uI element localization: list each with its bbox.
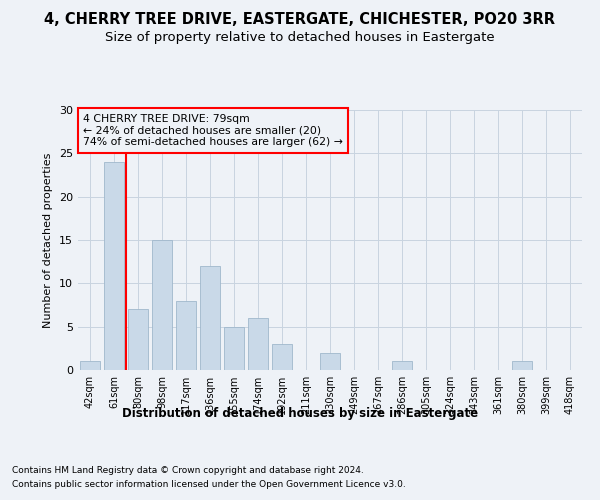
Bar xyxy=(200,266,220,370)
Bar xyxy=(248,318,268,370)
Bar xyxy=(128,310,148,370)
Text: Contains HM Land Registry data © Crown copyright and database right 2024.: Contains HM Land Registry data © Crown c… xyxy=(12,466,364,475)
Bar xyxy=(104,162,124,370)
Text: 4 CHERRY TREE DRIVE: 79sqm
← 24% of detached houses are smaller (20)
74% of semi: 4 CHERRY TREE DRIVE: 79sqm ← 24% of deta… xyxy=(83,114,343,147)
Bar xyxy=(176,300,196,370)
Bar xyxy=(272,344,292,370)
Y-axis label: Number of detached properties: Number of detached properties xyxy=(43,152,53,328)
Bar xyxy=(224,326,244,370)
Text: Distribution of detached houses by size in Eastergate: Distribution of detached houses by size … xyxy=(122,408,478,420)
Bar xyxy=(512,362,532,370)
Text: Size of property relative to detached houses in Eastergate: Size of property relative to detached ho… xyxy=(105,31,495,44)
Bar xyxy=(152,240,172,370)
Bar xyxy=(320,352,340,370)
Bar xyxy=(80,362,100,370)
Text: Contains public sector information licensed under the Open Government Licence v3: Contains public sector information licen… xyxy=(12,480,406,489)
Bar xyxy=(392,362,412,370)
Text: 4, CHERRY TREE DRIVE, EASTERGATE, CHICHESTER, PO20 3RR: 4, CHERRY TREE DRIVE, EASTERGATE, CHICHE… xyxy=(44,12,556,28)
